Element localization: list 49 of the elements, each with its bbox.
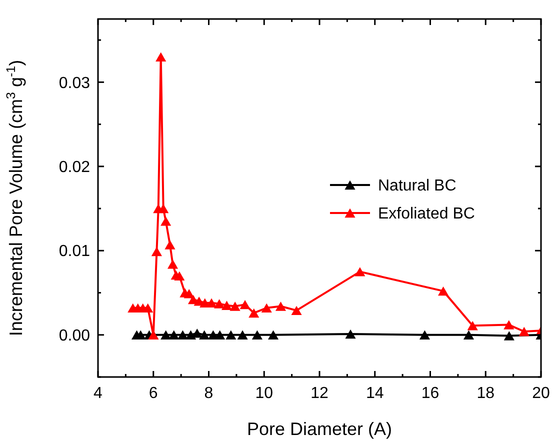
legend-label: Exfoliated BC (378, 206, 475, 223)
x-tick-label: 18 (476, 385, 495, 402)
point (291, 306, 302, 316)
y-tick-label: 0.02 (58, 159, 90, 176)
point (151, 246, 162, 256)
point (237, 330, 248, 340)
point (275, 302, 286, 311)
point (221, 300, 232, 310)
x-tick-label: 12 (310, 385, 328, 402)
point (158, 204, 169, 214)
point (518, 326, 530, 336)
point (164, 240, 176, 250)
x-tick-label: 14 (366, 385, 384, 402)
point (252, 330, 262, 340)
legend-label: Natural BC (378, 178, 456, 195)
point (419, 330, 430, 340)
point (214, 299, 225, 308)
x-tick-label: 8 (204, 385, 214, 402)
point (248, 308, 260, 318)
x-tick-label: 20 (532, 385, 550, 402)
y-tick-label: 0.00 (58, 327, 90, 344)
point (156, 52, 166, 62)
x-axis-title: Pore Diameter (A) (246, 419, 392, 439)
point (463, 330, 474, 340)
point (168, 330, 180, 340)
point (345, 329, 356, 339)
point (177, 330, 188, 340)
point (174, 271, 185, 281)
point (354, 267, 366, 276)
x-tick-label: 16 (421, 385, 440, 402)
point (160, 216, 172, 226)
y-tick-label: 0.01 (58, 243, 90, 260)
point (160, 330, 172, 340)
point (504, 331, 514, 340)
point (199, 330, 210, 340)
point (467, 321, 478, 330)
point (226, 330, 236, 340)
point (438, 286, 449, 296)
x-tick-label: 10 (255, 385, 274, 402)
point (261, 303, 272, 313)
point (504, 320, 514, 330)
point (230, 302, 240, 311)
x-tick-label: 6 (148, 385, 158, 402)
point (240, 300, 250, 310)
point (268, 330, 279, 340)
x-tick-label: 4 (94, 385, 103, 402)
point (167, 260, 178, 269)
point (185, 330, 196, 340)
y-tick-label: 0.03 (58, 74, 90, 92)
